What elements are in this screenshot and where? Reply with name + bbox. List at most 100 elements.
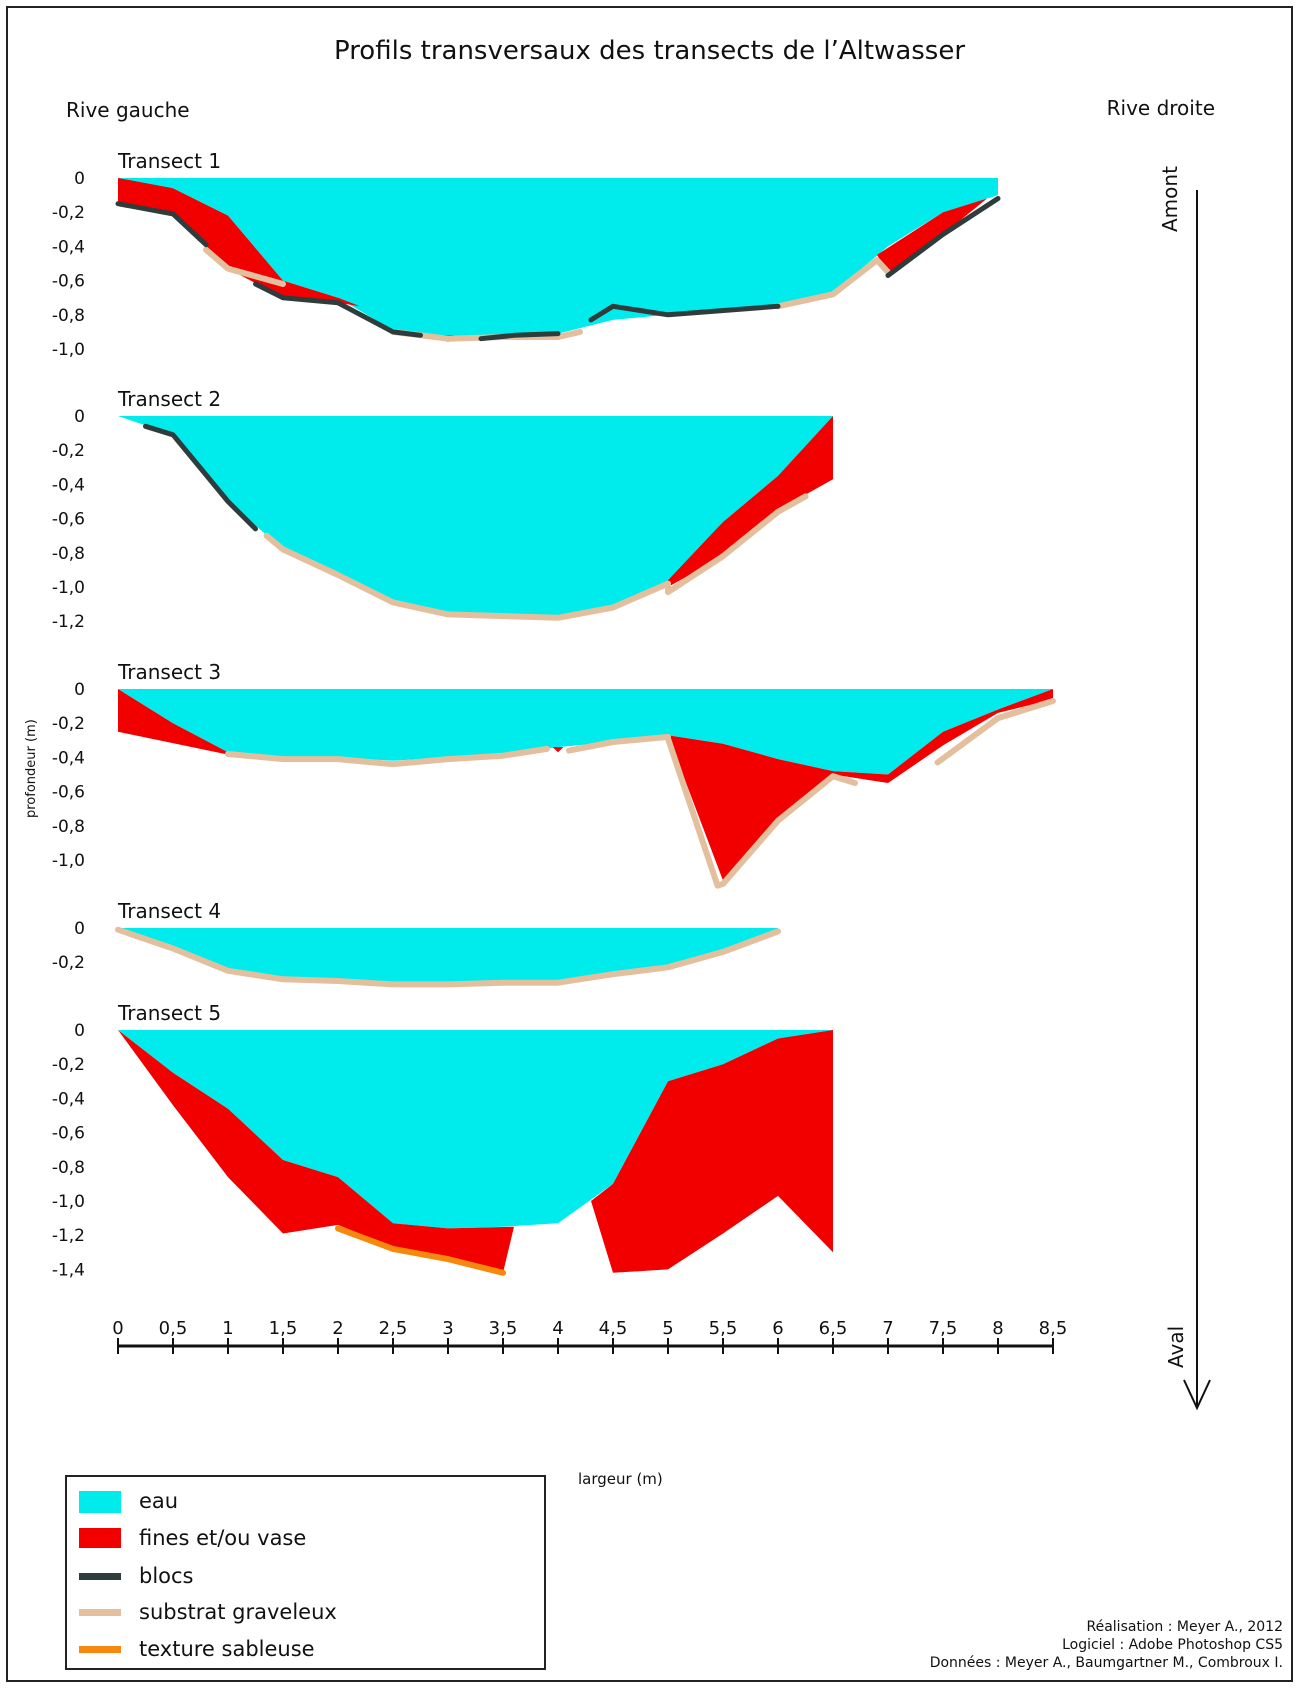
credit-line: Données : Meyer A., Baumgartner M., Comb… bbox=[929, 1655, 1283, 1671]
y-tick-label: -0,2 bbox=[52, 203, 85, 223]
x-tick-label: 7 bbox=[882, 1318, 893, 1339]
credit-line: Réalisation : Meyer A., 2012 bbox=[1086, 1619, 1284, 1635]
legend: eau fines et/ou vase blocs substrat grav… bbox=[65, 1475, 546, 1670]
fines-area bbox=[668, 416, 833, 587]
upstream-label: Amont bbox=[1158, 166, 1182, 232]
transect-title: Transect 3 bbox=[117, 660, 221, 684]
x-tick-label: 2,5 bbox=[379, 1318, 408, 1339]
y-tick-label: -0,6 bbox=[52, 272, 85, 292]
left-bank-label: Rive gauche bbox=[66, 98, 190, 122]
y-tick-label: 0 bbox=[74, 680, 85, 700]
transect-title: Transect 2 bbox=[117, 387, 221, 411]
transect-4: Transect 4 0 -0,2 bbox=[52, 899, 781, 988]
transect-title: Transect 5 bbox=[117, 1001, 221, 1025]
y-tick-label: -0,4 bbox=[52, 475, 85, 495]
y-tick-label: -1,0 bbox=[52, 578, 85, 598]
blocks-line bbox=[115, 201, 209, 248]
transect-5: Transect 5 0 -0,2 -0,4 -0,6 -0,8 -1,0 -1,2 -1,4 bbox=[52, 1001, 833, 1280]
chart-title: Profils transversaux des transects de l’… bbox=[333, 36, 966, 66]
figure-frame bbox=[6, 6, 1293, 1682]
water-area bbox=[118, 689, 1053, 775]
fines-area bbox=[118, 689, 234, 756]
gravel-line bbox=[225, 745, 550, 768]
fines-area bbox=[552, 747, 564, 753]
x-tick-label: 2 bbox=[332, 1318, 343, 1339]
y-tick-label: 0 bbox=[74, 407, 85, 427]
legend-swatch-gravel bbox=[79, 1609, 121, 1616]
downstream-label: Aval bbox=[1164, 1325, 1188, 1368]
gravel-line bbox=[263, 493, 809, 621]
y-tick-label: -1,2 bbox=[52, 1226, 85, 1246]
legend-label-sand: texture sableuse bbox=[139, 1637, 315, 1661]
x-tick-label: 0,5 bbox=[159, 1318, 188, 1339]
transect-1: Transect 1 0 -0,2 -0,4 -0,6 -0,8 -1,0 bbox=[52, 149, 1001, 360]
y-tick-label: -0,2 bbox=[52, 953, 85, 973]
right-bank-label: Rive droite bbox=[1106, 96, 1215, 120]
legend-label-water: eau bbox=[139, 1489, 179, 1513]
y-tick-label: -0,4 bbox=[52, 237, 85, 257]
y-axis-label: profondeur (m) bbox=[24, 719, 39, 818]
y-tick-label: -0,6 bbox=[52, 510, 85, 530]
transect-2: Transect 2 0 -0,2 -0,4 -0,6 -0,8 -1,0 -1,2 bbox=[52, 387, 833, 632]
y-tick-label: 0 bbox=[74, 1021, 85, 1041]
water-area bbox=[118, 928, 778, 983]
gravel-line bbox=[566, 733, 671, 754]
flow-arrow-head bbox=[1183, 1379, 1211, 1411]
y-tick-label: -0,2 bbox=[52, 714, 85, 734]
legend-swatch-blocks bbox=[79, 1573, 121, 1580]
flow-direction-arrow bbox=[1183, 190, 1211, 1411]
fines-area bbox=[591, 1030, 833, 1273]
water-area bbox=[118, 1030, 833, 1229]
water-area bbox=[118, 178, 998, 337]
x-tick-label: 1,5 bbox=[269, 1318, 298, 1339]
x-axis-label: largeur (m) bbox=[578, 1470, 663, 1488]
x-axis: 0 0,5 1 1,5 2 2,5 3 3,5 4 4,5 5 5,5 6 6,5 7 7,5 8 8,5 bbox=[112, 1318, 1067, 1354]
y-tick-label: -0,6 bbox=[52, 783, 85, 803]
legend-label-fines: fines et/ou vase bbox=[139, 1526, 307, 1550]
x-tick-label: 8 bbox=[992, 1318, 1003, 1339]
x-tick-label: 7,5 bbox=[929, 1318, 958, 1339]
legend-swatch-sand bbox=[79, 1646, 121, 1653]
x-tick-label: 0 bbox=[112, 1318, 123, 1339]
gravel-line bbox=[203, 246, 286, 287]
legend-label-gravel: substrat graveleux bbox=[139, 1600, 337, 1624]
x-tick-label: 5 bbox=[662, 1318, 673, 1339]
x-tick-label: 8,5 bbox=[1039, 1318, 1068, 1339]
y-tick-label: -0,2 bbox=[52, 1055, 85, 1075]
y-tick-label: -1,2 bbox=[52, 612, 85, 632]
transect-plots: Transect 1 0 -0,2 -0,4 -0,6 -0,8 -1,0 Transect … bbox=[52, 149, 1056, 1280]
y-tick-label: -0,4 bbox=[52, 1089, 85, 1109]
transect-title: Transect 1 bbox=[117, 149, 221, 173]
x-tick-label: 3,5 bbox=[489, 1318, 518, 1339]
sand-line bbox=[335, 1225, 506, 1276]
x-tick-label: 1 bbox=[222, 1318, 233, 1339]
y-tick-label: 0 bbox=[74, 169, 85, 189]
y-tick-label: -0,8 bbox=[52, 544, 85, 564]
transect-title: Transect 4 bbox=[117, 899, 221, 923]
x-tick-label: 6 bbox=[772, 1318, 783, 1339]
fines-area bbox=[877, 198, 987, 274]
blocks-line bbox=[588, 303, 781, 323]
credits: Réalisation : Meyer A., 2012 Logiciel : … bbox=[930, 1618, 1283, 1672]
gravel-line bbox=[934, 698, 1056, 766]
blocks-line bbox=[478, 331, 561, 342]
y-tick-label: -0,8 bbox=[52, 1158, 85, 1178]
transect-3: Transect 3 0 -0,2 -0,4 -0,6 -0,8 -1,0 bbox=[52, 660, 1056, 889]
y-tick-label: -1,0 bbox=[52, 851, 85, 871]
y-tick-label: -1,0 bbox=[52, 1192, 85, 1212]
x-tick-label: 4,5 bbox=[599, 1318, 628, 1339]
y-tick-label: -1,4 bbox=[52, 1260, 85, 1280]
gravel-line bbox=[115, 926, 781, 988]
credit-line: Logiciel : Adobe Photoshop CS5 bbox=[1062, 1637, 1283, 1653]
legend-swatch-water bbox=[79, 1491, 121, 1513]
gravel-line bbox=[665, 735, 858, 889]
y-tick-label: 0 bbox=[74, 919, 85, 939]
x-tick-label: 5,5 bbox=[709, 1318, 738, 1339]
gravel-line bbox=[775, 257, 891, 310]
x-tick-label: 6,5 bbox=[819, 1318, 848, 1339]
x-tick-label: 4 bbox=[552, 1318, 563, 1339]
blocks-line bbox=[885, 196, 1001, 278]
blocks-line bbox=[143, 423, 258, 532]
x-tick-label: 3 bbox=[442, 1318, 453, 1339]
